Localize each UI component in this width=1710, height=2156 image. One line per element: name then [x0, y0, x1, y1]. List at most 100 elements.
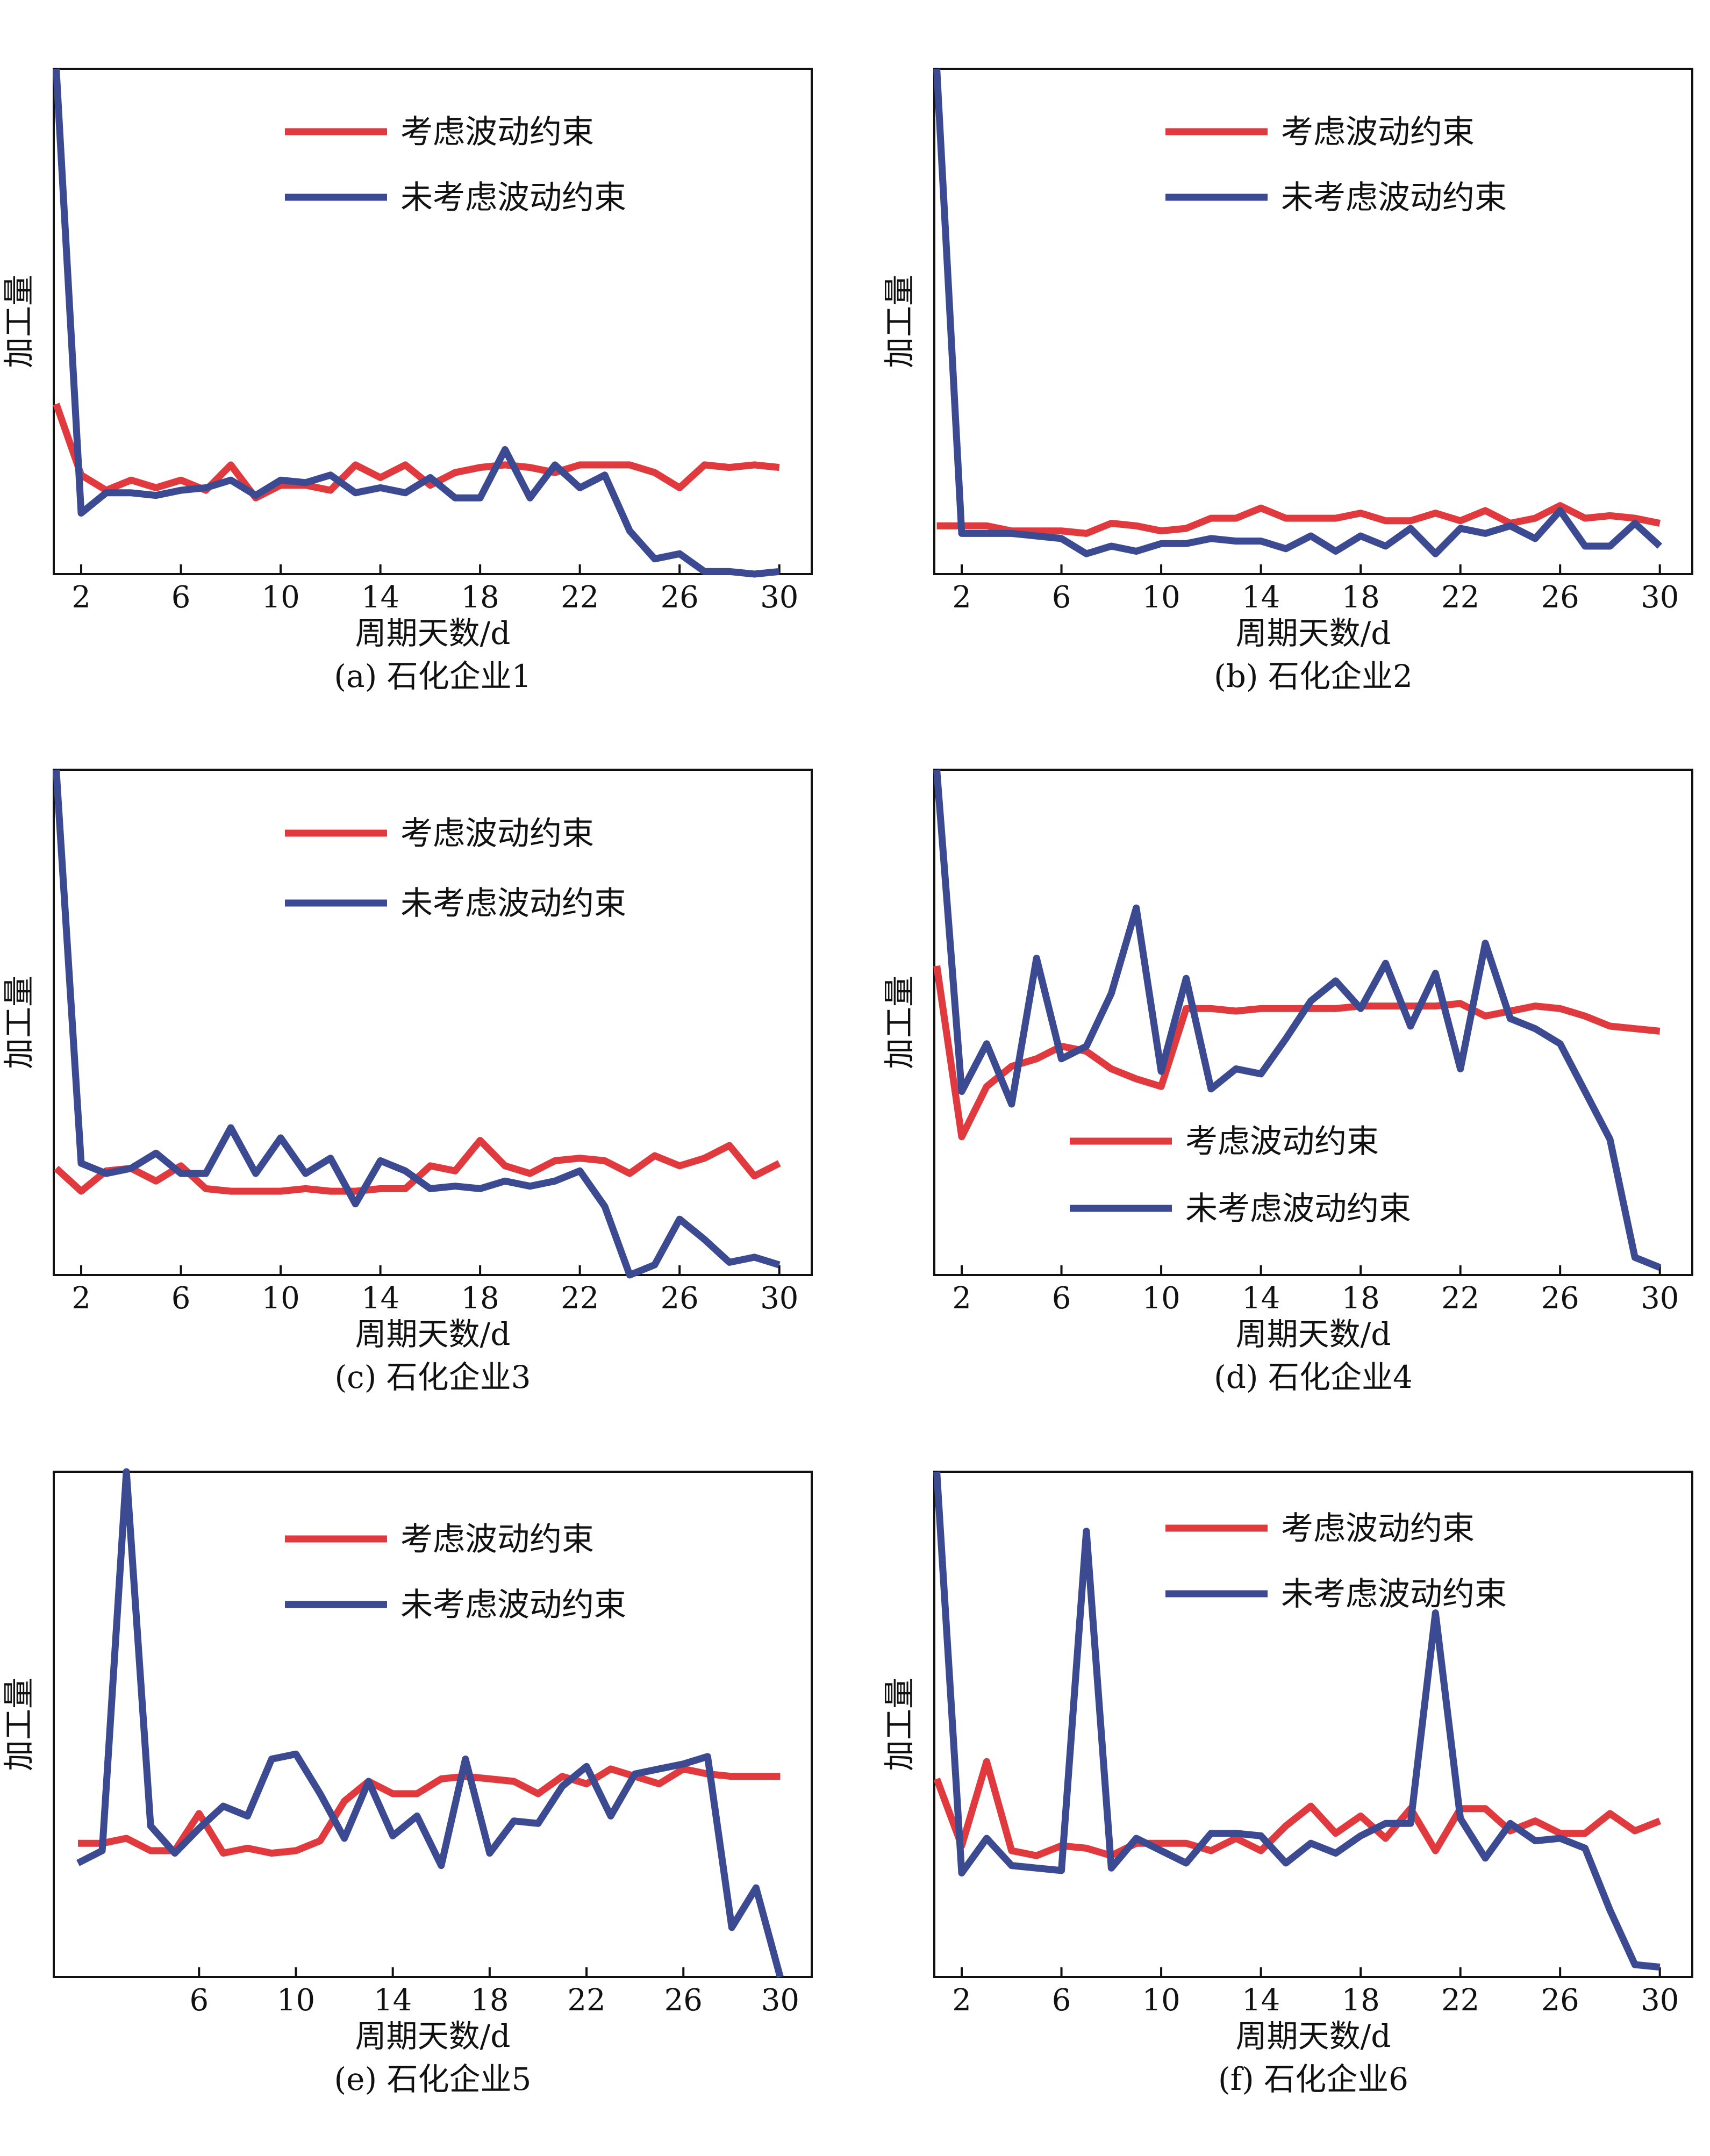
series-line-unconstrained: [933, 769, 1662, 1271]
x-tick-label: 10: [1142, 1983, 1180, 2018]
x-axis-label: 周期天数/d: [355, 615, 511, 651]
chart-panel-e: 6 10 14 18 22 26 30 周期天数/d (e) 石化企业5 加工量 考虑波动约束未考虑…: [1, 1468, 813, 2097]
y-axis-label: 加工量: [1, 1678, 37, 1771]
y-axis-label: 加工量: [1, 976, 37, 1069]
x-tick-label: 10: [1142, 580, 1180, 615]
plot-frame: [933, 769, 1693, 1276]
x-tick-label: 6: [1052, 1281, 1071, 1316]
series-line-unconstrained: [53, 769, 781, 1279]
legend-label: 考虑波动约束: [400, 113, 594, 151]
series-line-unconstrained: [53, 68, 780, 578]
x-tick-label: 6: [1052, 580, 1071, 615]
legend-label: 考虑波动约束: [1281, 1510, 1475, 1548]
x-tick-label: 2: [952, 580, 971, 615]
x-tick-label: 10: [261, 1281, 299, 1316]
x-tick-label: 18: [461, 1281, 499, 1316]
x-tick-label: 10: [1142, 1281, 1180, 1316]
x-tick-label: 14: [361, 580, 399, 615]
x-tick-label: 26: [664, 1983, 703, 2018]
x-tick-label: 18: [1341, 1983, 1379, 2018]
x-tick-label: 30: [1641, 1983, 1679, 2018]
x-tick-label: 14: [1242, 1983, 1280, 2018]
plot-frame: [933, 68, 1693, 575]
series-line-unconstrained: [933, 1471, 1661, 1971]
x-tick-label: 30: [761, 1983, 799, 2018]
x-tick-label: 2: [71, 1281, 91, 1316]
x-tick-label: 22: [1441, 580, 1479, 615]
x-tick-label: 30: [1641, 1281, 1679, 1316]
x-tick-label: 6: [171, 1281, 191, 1316]
x-tick-label: 14: [1242, 580, 1280, 615]
plot-frame: [53, 68, 813, 575]
series-line-unconstrained: [76, 1468, 784, 1978]
x-tick-label: 26: [1541, 1281, 1579, 1316]
x-tick-label: 30: [760, 1281, 798, 1316]
panel-caption: (d) 石化企业4: [1214, 1359, 1413, 1395]
legend-label: 未考虑波动约束: [400, 885, 626, 922]
x-tick-label: 18: [461, 580, 499, 615]
plot-frame: [53, 769, 813, 1276]
panel-caption: (f) 石化企业6: [1218, 2061, 1408, 2097]
x-tick-label: 22: [561, 1281, 599, 1316]
legend-label: 未考虑波动约束: [1281, 1575, 1507, 1613]
x-tick-label: 6: [1052, 1983, 1071, 2018]
x-axis-label: 周期天数/d: [1236, 615, 1391, 651]
x-tick-label: 2: [952, 1281, 971, 1316]
x-tick-label: 26: [661, 580, 699, 615]
x-tick-label: 2: [952, 1983, 971, 2018]
series-line-constrained: [53, 403, 780, 502]
plot-frame: [933, 1471, 1693, 1978]
x-tick-label: 14: [374, 1983, 412, 2018]
series-line-constrained: [78, 1765, 781, 1857]
x-tick-label: 22: [567, 1983, 605, 2018]
x-tick-label: 22: [1441, 1983, 1479, 2018]
legend-label: 考虑波动约束: [400, 815, 594, 853]
panel-caption: (e) 石化企业5: [334, 2061, 532, 2097]
y-axis-label: 加工量: [881, 1678, 918, 1771]
x-tick-label: 18: [470, 1983, 509, 2018]
x-axis-label: 周期天数/d: [355, 2018, 511, 2054]
x-tick-label: 26: [1541, 580, 1579, 615]
x-tick-label: 6: [189, 1983, 209, 2018]
legend-label: 未考虑波动约束: [400, 1586, 626, 1624]
x-tick-label: 18: [1341, 580, 1379, 615]
y-axis-label: 加工量: [881, 275, 918, 368]
x-tick-label: 26: [1541, 1983, 1579, 2018]
x-tick-label: 2: [71, 580, 91, 615]
panel-caption: (a) 石化企业1: [334, 658, 531, 694]
legend-label: 考虑波动约束: [1281, 113, 1475, 151]
y-axis-label: 加工量: [1, 275, 37, 368]
x-tick-label: 10: [261, 580, 299, 615]
series-line-constrained: [933, 1758, 1662, 1859]
legend-label: 考虑波动约束: [400, 1521, 594, 1558]
x-axis-label: 周期天数/d: [1236, 2018, 1391, 2054]
legend-label: 未考虑波动约束: [1281, 179, 1507, 217]
legend-label: 未考虑波动约束: [400, 179, 626, 217]
x-tick-label: 6: [171, 580, 191, 615]
x-tick-label: 22: [561, 580, 599, 615]
x-tick-label: 26: [661, 1281, 699, 1316]
x-tick-label: 22: [1441, 1281, 1479, 1316]
legend-label: 考虑波动约束: [1185, 1123, 1379, 1161]
x-axis-label: 周期天数/d: [1236, 1316, 1391, 1352]
x-tick-label: 30: [760, 580, 798, 615]
x-axis-label: 周期天数/d: [355, 1316, 511, 1352]
x-tick-label: 10: [277, 1983, 315, 2018]
x-tick-label: 30: [1641, 580, 1679, 615]
series-line-constrained: [936, 502, 1661, 537]
y-axis-label: 加工量: [881, 976, 918, 1069]
panel-caption: (c) 石化企业3: [334, 1359, 531, 1395]
plot-frame: [53, 1471, 813, 1978]
